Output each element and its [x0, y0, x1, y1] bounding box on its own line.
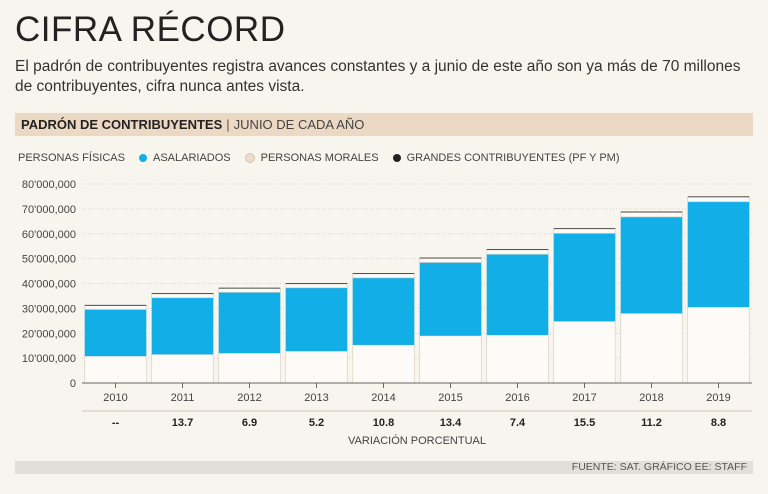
legend-label-asalariados: ASALARIADOS: [152, 152, 231, 164]
legend-swatch-personas-morales: [244, 153, 255, 163]
bar-personas-morales-2019: [687, 196, 750, 203]
chart-header-band: PADRÓN DE CONTRIBUYENTES | JUNIO DE CADA A…: [15, 113, 753, 136]
bar-grandes-contribuyentes-pf-y-pm--2011: [151, 293, 214, 294]
header-light-label: JUNIO DE CADA AÑO: [233, 117, 365, 132]
bar-personas-morales-2018: [620, 211, 683, 218]
bar-asalariados-2012: [218, 292, 281, 354]
legend-swatch-asalariados: [138, 154, 147, 162]
variation-value: 5.2: [309, 417, 324, 429]
variation-value: --: [112, 417, 120, 429]
bar-asalariados-2011: [151, 297, 214, 355]
y-tick-label: 30'000,000: [22, 303, 76, 315]
legend-item-personas-morales: PERSONAS MORALES: [244, 152, 379, 164]
bar-personas-f-sicas-2011: [151, 353, 214, 384]
y-tick-label: 10'000,000: [22, 353, 76, 365]
bar-asalariados-2010: [84, 309, 147, 357]
source-footer: FUENTE: SAT. GRÁFICO EE: STAFF: [15, 461, 753, 474]
bar-asalariados-2017: [553, 233, 616, 322]
bar-grandes-contribuyentes-pf-y-pm--2014: [352, 273, 415, 274]
bar-asalariados-2013: [285, 287, 348, 352]
bar-personas-morales-2012: [218, 288, 281, 293]
bar-personas-f-sicas-2015: [419, 335, 482, 384]
x-tick-label: 2012: [237, 392, 261, 404]
chart-subtitle: El padrón de contribuyentes registra ava…: [15, 58, 741, 95]
bar-personas-morales-2011: [151, 293, 214, 299]
bar-personas-f-sicas-2012: [218, 352, 281, 384]
bar-grandes-contribuyentes-pf-y-pm--2018: [620, 211, 683, 213]
y-tick-label: 70'000,000: [22, 204, 76, 216]
x-tick-label: 2015: [438, 392, 462, 404]
legend-swatch-grandes-contribuyentes: [392, 154, 401, 162]
variation-value: 10.8: [373, 417, 394, 429]
bar-asalariados-2018: [620, 216, 683, 314]
chart-title: CIFRA RÉCORD: [15, 10, 286, 49]
bar-personas-f-sicas-2013: [285, 350, 348, 384]
bar-grandes-contribuyentes-pf-y-pm--2016: [486, 249, 549, 250]
x-tick-label: 2011: [171, 392, 195, 404]
bar-asalariados-2016: [486, 254, 549, 335]
x-tick-label: 2014: [371, 392, 395, 404]
header-bold-label: PADRÓN DE CONTRIBUYENTES: [21, 117, 223, 132]
bar-personas-f-sicas-2019: [687, 306, 750, 384]
bar-grandes-contribuyentes-pf-y-pm--2012: [218, 287, 281, 289]
bar-grandes-contribuyentes-pf-y-pm--2015: [419, 257, 482, 259]
y-tick-label: 40'000,000: [22, 279, 76, 291]
variation-value: 6.9: [242, 417, 257, 429]
chart-legend: PERSONAS FÍSICAS ASALARIADOS PERSONAS MO…: [18, 152, 634, 164]
bar-personas-f-sicas-2016: [486, 334, 549, 384]
x-tick-label: 2010: [103, 392, 127, 404]
bar-personas-morales-2010: [84, 305, 147, 310]
x-tick-label: 2016: [505, 392, 529, 404]
bar-personas-morales-2014: [352, 273, 415, 279]
bar-personas-f-sicas-2017: [553, 320, 616, 384]
legend-item-grandes-contribuyentes: GRANDES CONTRIBUYENTES (PF Y PM): [392, 152, 620, 164]
legend-label-personas-morales: PERSONAS MORALES: [260, 152, 379, 164]
bar-personas-morales-2016: [486, 249, 549, 255]
header-separator: |: [226, 117, 230, 132]
legend-label-grandes-contribuyentes: GRANDES CONTRIBUYENTES (PF Y PM): [406, 152, 620, 164]
bar-personas-f-sicas-2018: [620, 312, 683, 384]
bar-personas-morales-2015: [419, 257, 482, 263]
legend-label-personas-fisicas: PERSONAS FÍSICAS: [18, 152, 125, 164]
variation-value: 8.8: [711, 417, 726, 429]
legend-item-asalariados: ASALARIADOS: [138, 152, 231, 164]
bar-personas-morales-2013: [285, 283, 348, 289]
bar-asalariados-2014: [352, 277, 415, 345]
x-tick-label: 2017: [572, 392, 596, 404]
x-tick-label: 2013: [304, 392, 328, 404]
variation-value: 7.4: [510, 417, 526, 429]
bar-asalariados-2015: [419, 262, 482, 336]
variation-value: 15.5: [574, 417, 595, 429]
legend-item-personas-fisicas: PERSONAS FÍSICAS: [18, 152, 125, 164]
variation-value: 13.4: [440, 417, 462, 429]
x-tick-label: 2019: [706, 392, 730, 404]
bar-asalariados-2019: [687, 201, 750, 308]
y-tick-label: 80'000,000: [22, 179, 76, 191]
bar-personas-f-sicas-2010: [84, 355, 147, 384]
bar-grandes-contribuyentes-pf-y-pm--2010: [84, 304, 147, 306]
y-tick-label: 0: [70, 378, 76, 390]
source-text: FUENTE: SAT. GRÁFICO EE: STAFF: [571, 461, 747, 473]
y-tick-label: 60'000,000: [22, 229, 76, 241]
variation-value: 13.7: [172, 417, 193, 429]
variation-label: VARIACIÓN PORCENTUAL: [348, 434, 486, 447]
bar-grandes-contribuyentes-pf-y-pm--2019: [687, 196, 750, 198]
y-tick-label: 20'000,000: [22, 328, 76, 340]
variation-value: 11.2: [641, 417, 662, 429]
y-tick-label: 50'000,000: [22, 254, 76, 266]
bar-grandes-contribuyentes-pf-y-pm--2017: [553, 228, 616, 230]
bar-personas-f-sicas-2014: [352, 344, 415, 384]
x-tick-label: 2018: [639, 392, 663, 404]
bar-personas-morales-2017: [553, 228, 616, 234]
bar-grandes-contribuyentes-pf-y-pm--2013: [285, 283, 348, 284]
